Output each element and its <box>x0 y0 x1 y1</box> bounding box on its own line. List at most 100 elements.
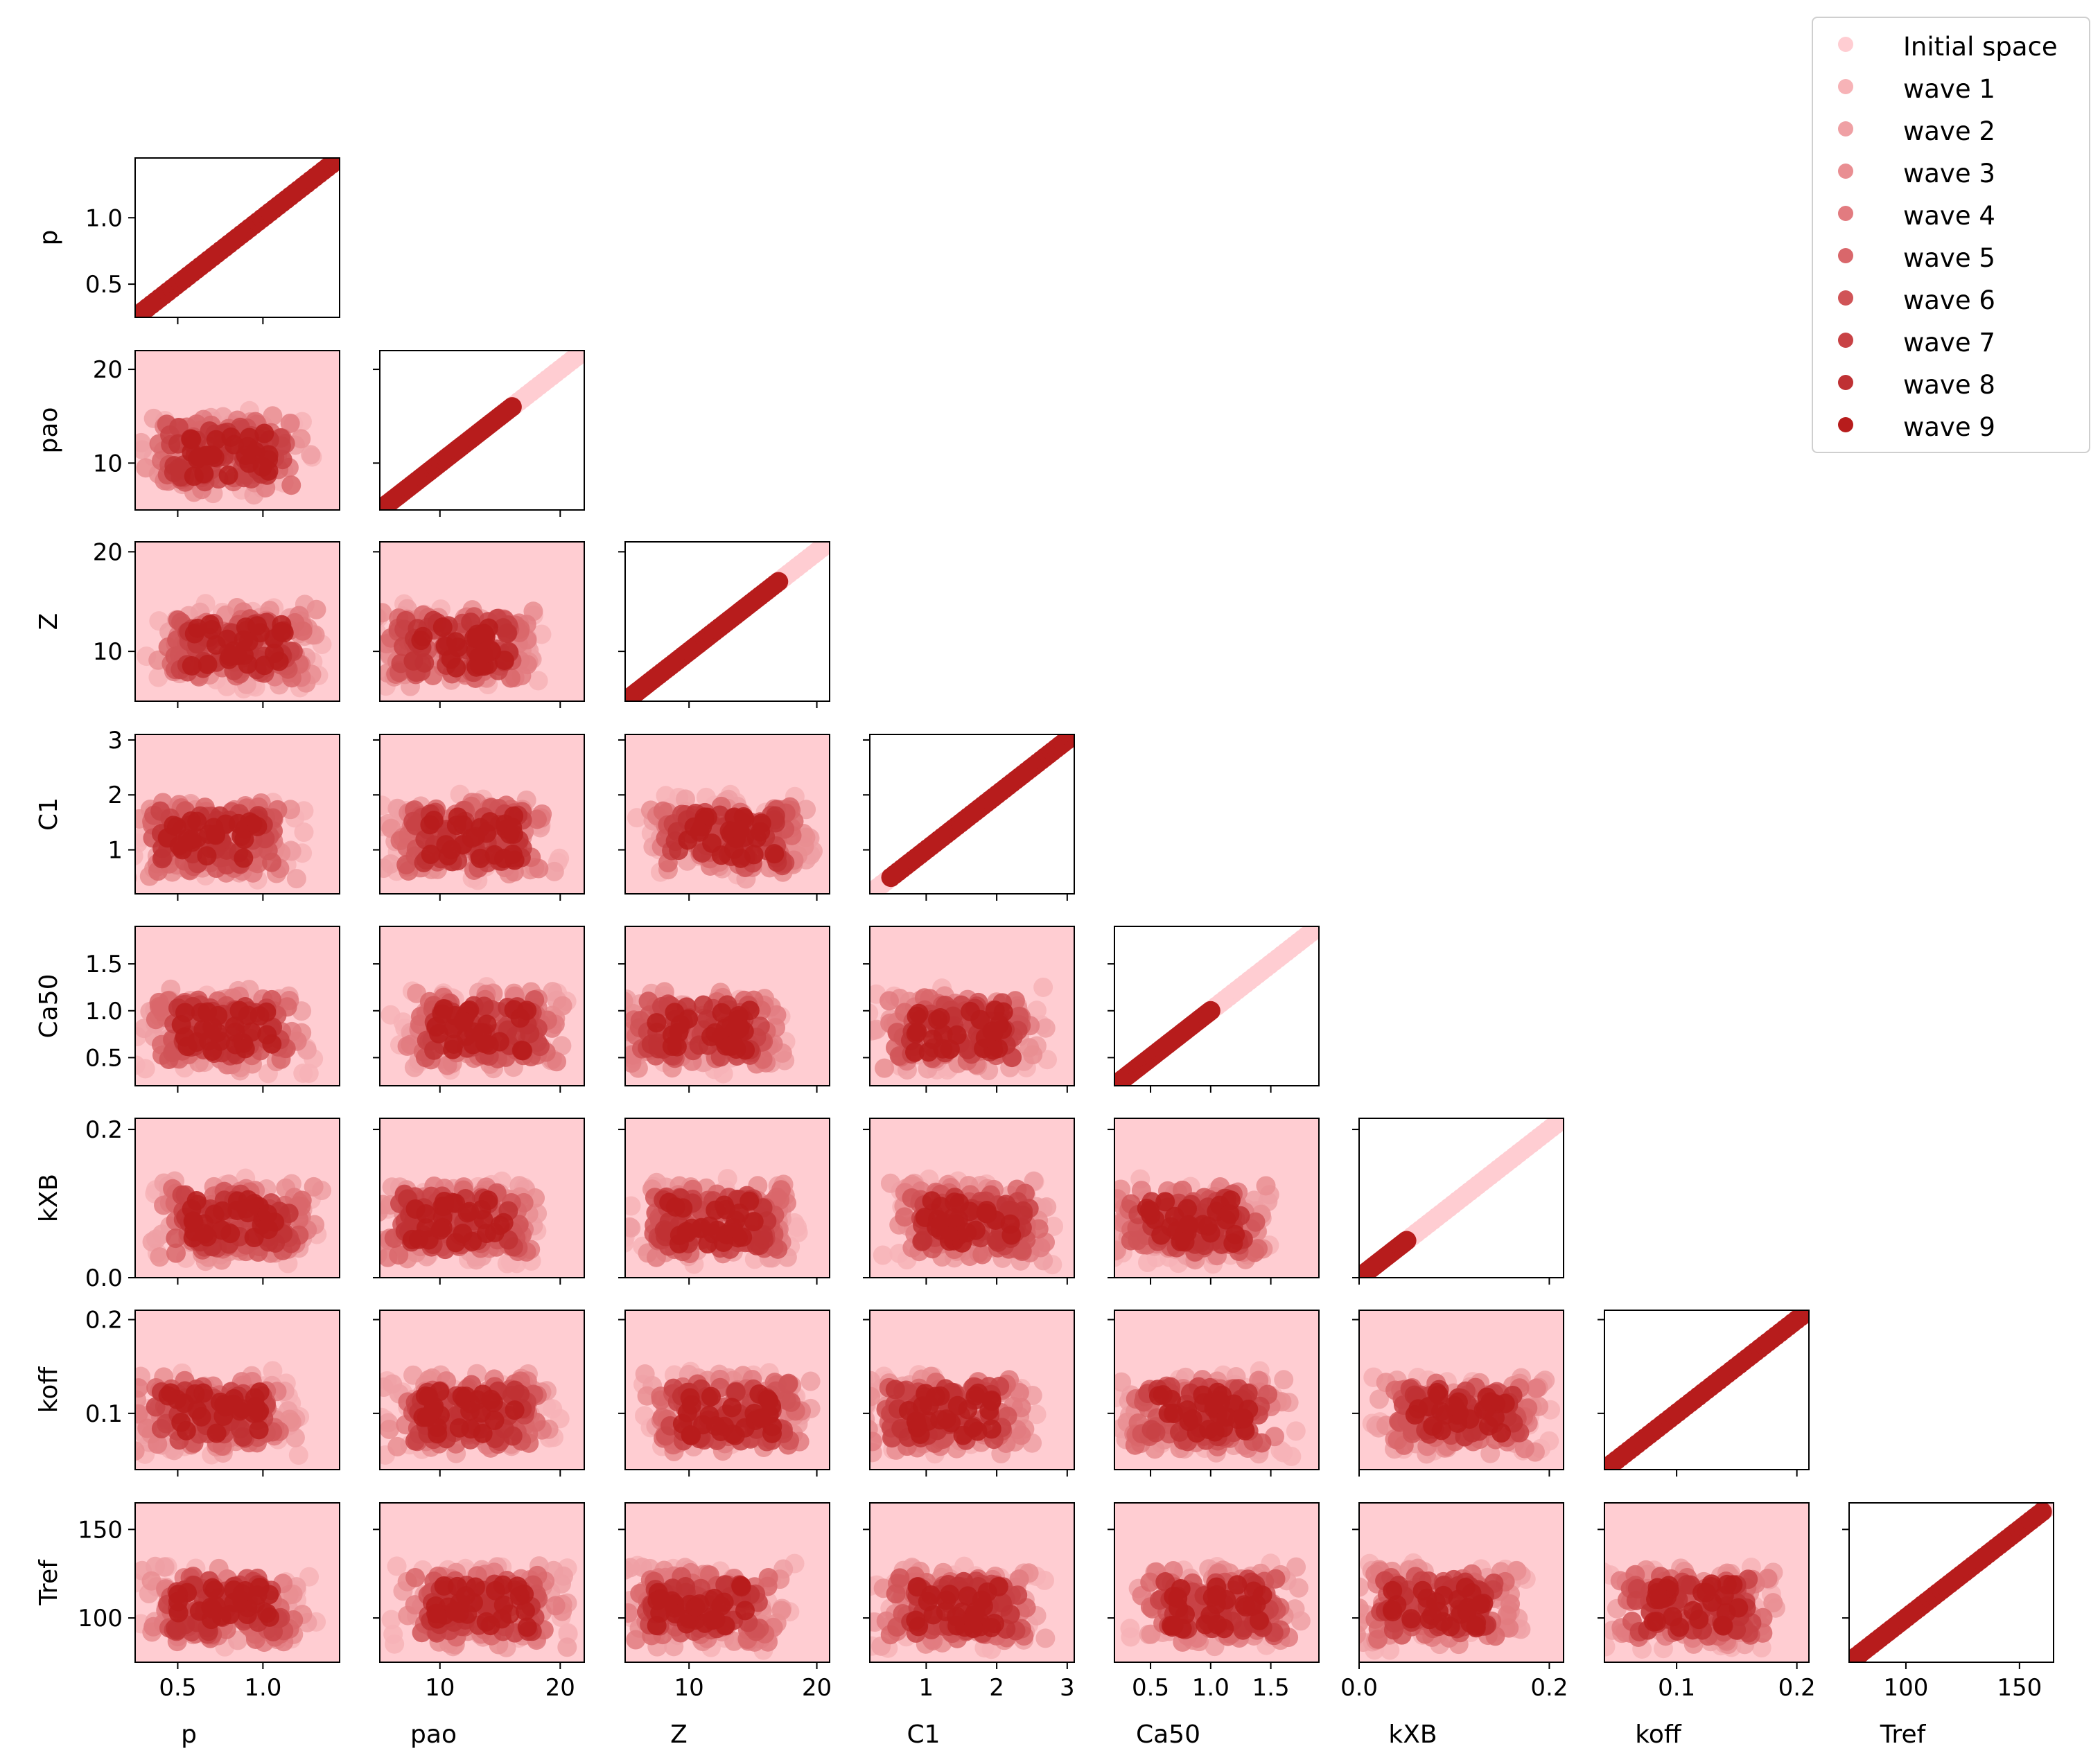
point-wave-9 <box>241 1022 261 1042</box>
point-wave-9 <box>505 1400 525 1420</box>
point-wave-5 <box>149 996 169 1016</box>
diagonal-wave-point <box>1397 1231 1417 1251</box>
point-wave-9 <box>461 1419 481 1439</box>
panel-frame <box>134 157 340 318</box>
y-tick-label: 0.2 <box>85 1307 123 1334</box>
point-wave-2 <box>796 800 816 820</box>
panel-frame <box>624 926 830 1086</box>
y-tick-label: 0.0 <box>85 1265 123 1292</box>
panel-koff-vs-pao <box>373 1310 585 1477</box>
point-wave-9 <box>647 1013 667 1033</box>
point-wave-6 <box>781 1392 801 1412</box>
point-wave-9 <box>1193 1215 1213 1235</box>
point-wave-9 <box>724 839 744 859</box>
point-wave-3 <box>1256 1176 1276 1196</box>
point-wave-1 <box>148 667 168 687</box>
point-wave-8 <box>913 1231 933 1251</box>
point-wave-4 <box>148 1434 168 1454</box>
diagonal-wave-point <box>1065 734 1074 744</box>
point-wave-9 <box>1220 1190 1241 1210</box>
point-wave-9 <box>176 1420 196 1441</box>
point-wave-1 <box>361 626 380 646</box>
point-wave-5 <box>972 1244 992 1265</box>
panel-pao-vs-pao <box>373 350 585 517</box>
point-wave-6 <box>1012 1241 1032 1261</box>
point-wave-9 <box>187 828 207 848</box>
point-wave-3 <box>625 992 633 1011</box>
diagonal-wave-point <box>330 158 340 168</box>
point-wave-9 <box>943 1208 963 1228</box>
point-wave-2 <box>625 1217 640 1237</box>
y-tick-label: 0.1 <box>85 1400 123 1428</box>
y-tick-label: 0.5 <box>85 1044 123 1072</box>
point-wave-9 <box>744 845 764 865</box>
panel-C1-vs-C1 <box>863 734 1075 901</box>
panel-Z-vs-pao <box>361 541 585 708</box>
point-wave-9 <box>218 465 238 485</box>
y-tick-label: 1.0 <box>85 998 123 1025</box>
y-tick-label: 10 <box>93 638 123 666</box>
point-wave-9 <box>207 1423 227 1443</box>
point-wave-1 <box>358 1173 377 1192</box>
point-wave-9 <box>229 1001 250 1021</box>
point-wave-1 <box>380 1005 401 1025</box>
point-wave-9 <box>992 1019 1013 1039</box>
point-wave-9 <box>200 615 220 635</box>
point-wave-9 <box>726 1039 746 1059</box>
panel-frame <box>134 734 340 895</box>
point-wave-8 <box>654 1220 674 1240</box>
point-wave-8 <box>726 1382 746 1402</box>
panel-Ca50-vs-C1 <box>863 926 1075 1093</box>
panel-frame <box>1114 1118 1320 1278</box>
point-wave-9 <box>473 644 493 664</box>
point-wave-3 <box>387 1436 408 1456</box>
point-wave-9 <box>238 1190 259 1210</box>
point-wave-1 <box>293 1063 313 1083</box>
point-wave-1 <box>528 671 548 691</box>
panel-C1-vs-p: 123 <box>107 727 340 901</box>
point-wave-9 <box>432 617 453 637</box>
point-wave-2 <box>135 872 137 883</box>
diagonal-wave-point <box>502 397 522 417</box>
point-wave-9 <box>1139 1200 1160 1220</box>
point-wave-9 <box>479 1035 499 1055</box>
point-wave-2 <box>135 432 151 452</box>
point-wave-1 <box>625 1196 641 1216</box>
point-wave-9 <box>484 1410 505 1430</box>
point-wave-9 <box>722 1398 742 1418</box>
point-wave-5 <box>895 1207 915 1227</box>
diagonal-initial-point <box>820 542 830 552</box>
y-tick-label: 3 <box>107 727 123 755</box>
point-wave-6 <box>778 1373 798 1393</box>
point-wave-9 <box>191 1407 211 1427</box>
point-wave-8 <box>510 1384 530 1404</box>
point-wave-2 <box>301 445 321 465</box>
point-wave-9 <box>206 430 226 450</box>
point-wave-9 <box>423 811 444 831</box>
panel-frame <box>134 926 340 1086</box>
point-wave-9 <box>264 643 284 663</box>
y-tick-label: 20 <box>93 538 123 566</box>
y-tick-label: 0.5 <box>85 271 123 299</box>
point-wave-4 <box>137 1418 157 1438</box>
point-wave-9 <box>212 1201 232 1221</box>
point-wave-8 <box>502 1426 523 1446</box>
point-wave-9 <box>187 811 207 831</box>
panel-frame <box>624 1118 830 1278</box>
point-wave-9 <box>186 1032 207 1052</box>
point-wave-9 <box>248 1403 268 1423</box>
point-wave-6 <box>1245 1212 1266 1232</box>
point-wave-9 <box>502 844 523 864</box>
point-wave-9 <box>698 1234 718 1254</box>
panel-frame <box>1358 1118 1564 1278</box>
point-wave-7 <box>403 811 423 831</box>
point-wave-4 <box>135 1378 148 1398</box>
panel-p-vs-p: 0.51.0 <box>85 157 340 324</box>
point-wave-1 <box>787 1217 807 1237</box>
point-wave-9 <box>257 1204 277 1224</box>
point-wave-9 <box>182 430 202 450</box>
point-wave-9 <box>985 1001 1005 1021</box>
point-wave-8 <box>233 1427 253 1447</box>
point-wave-9 <box>413 626 433 646</box>
point-wave-9 <box>684 817 704 837</box>
